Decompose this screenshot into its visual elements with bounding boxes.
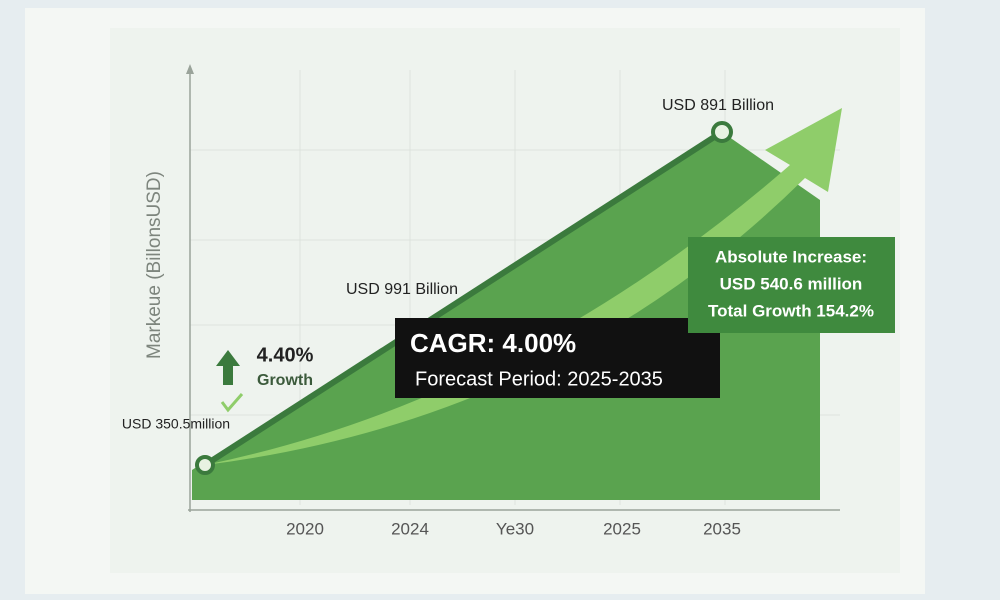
check-icon (220, 393, 244, 413)
y-axis-label: Markeue (BillonsUSD) (144, 171, 165, 359)
x-tick-label: 2024 (391, 519, 429, 538)
increase-title: Absolute Increase: (715, 247, 867, 266)
x-tick-label: 2020 (286, 519, 324, 538)
forecast: Forecast Period: 2025-2035 (415, 368, 663, 390)
increase-value: USD 540.6 million (720, 274, 863, 293)
increase-box (688, 237, 895, 333)
point (711, 121, 733, 143)
growth-value: 4.40% (257, 344, 314, 366)
x-tick-label: Ye30 (496, 519, 534, 538)
trend-line (203, 129, 724, 468)
cagr: CAGR: 4.00% (410, 328, 576, 358)
total-growth: Total Growth 154.2% (708, 301, 874, 320)
x-tick-label: 2025 (603, 519, 641, 538)
x-tick-label: 2035 (703, 519, 741, 538)
cagr-box (395, 318, 720, 398)
growth-label: Growth (257, 372, 313, 389)
growth-arrow (205, 108, 842, 465)
axis-arrow (186, 64, 194, 74)
up-arrow (216, 350, 240, 385)
annotation: USD 891 Billion (662, 97, 774, 114)
point (195, 455, 215, 475)
annotation: USD 991 Billion (346, 281, 458, 298)
area (192, 132, 820, 500)
annotation: USD 350.5million (122, 416, 230, 432)
